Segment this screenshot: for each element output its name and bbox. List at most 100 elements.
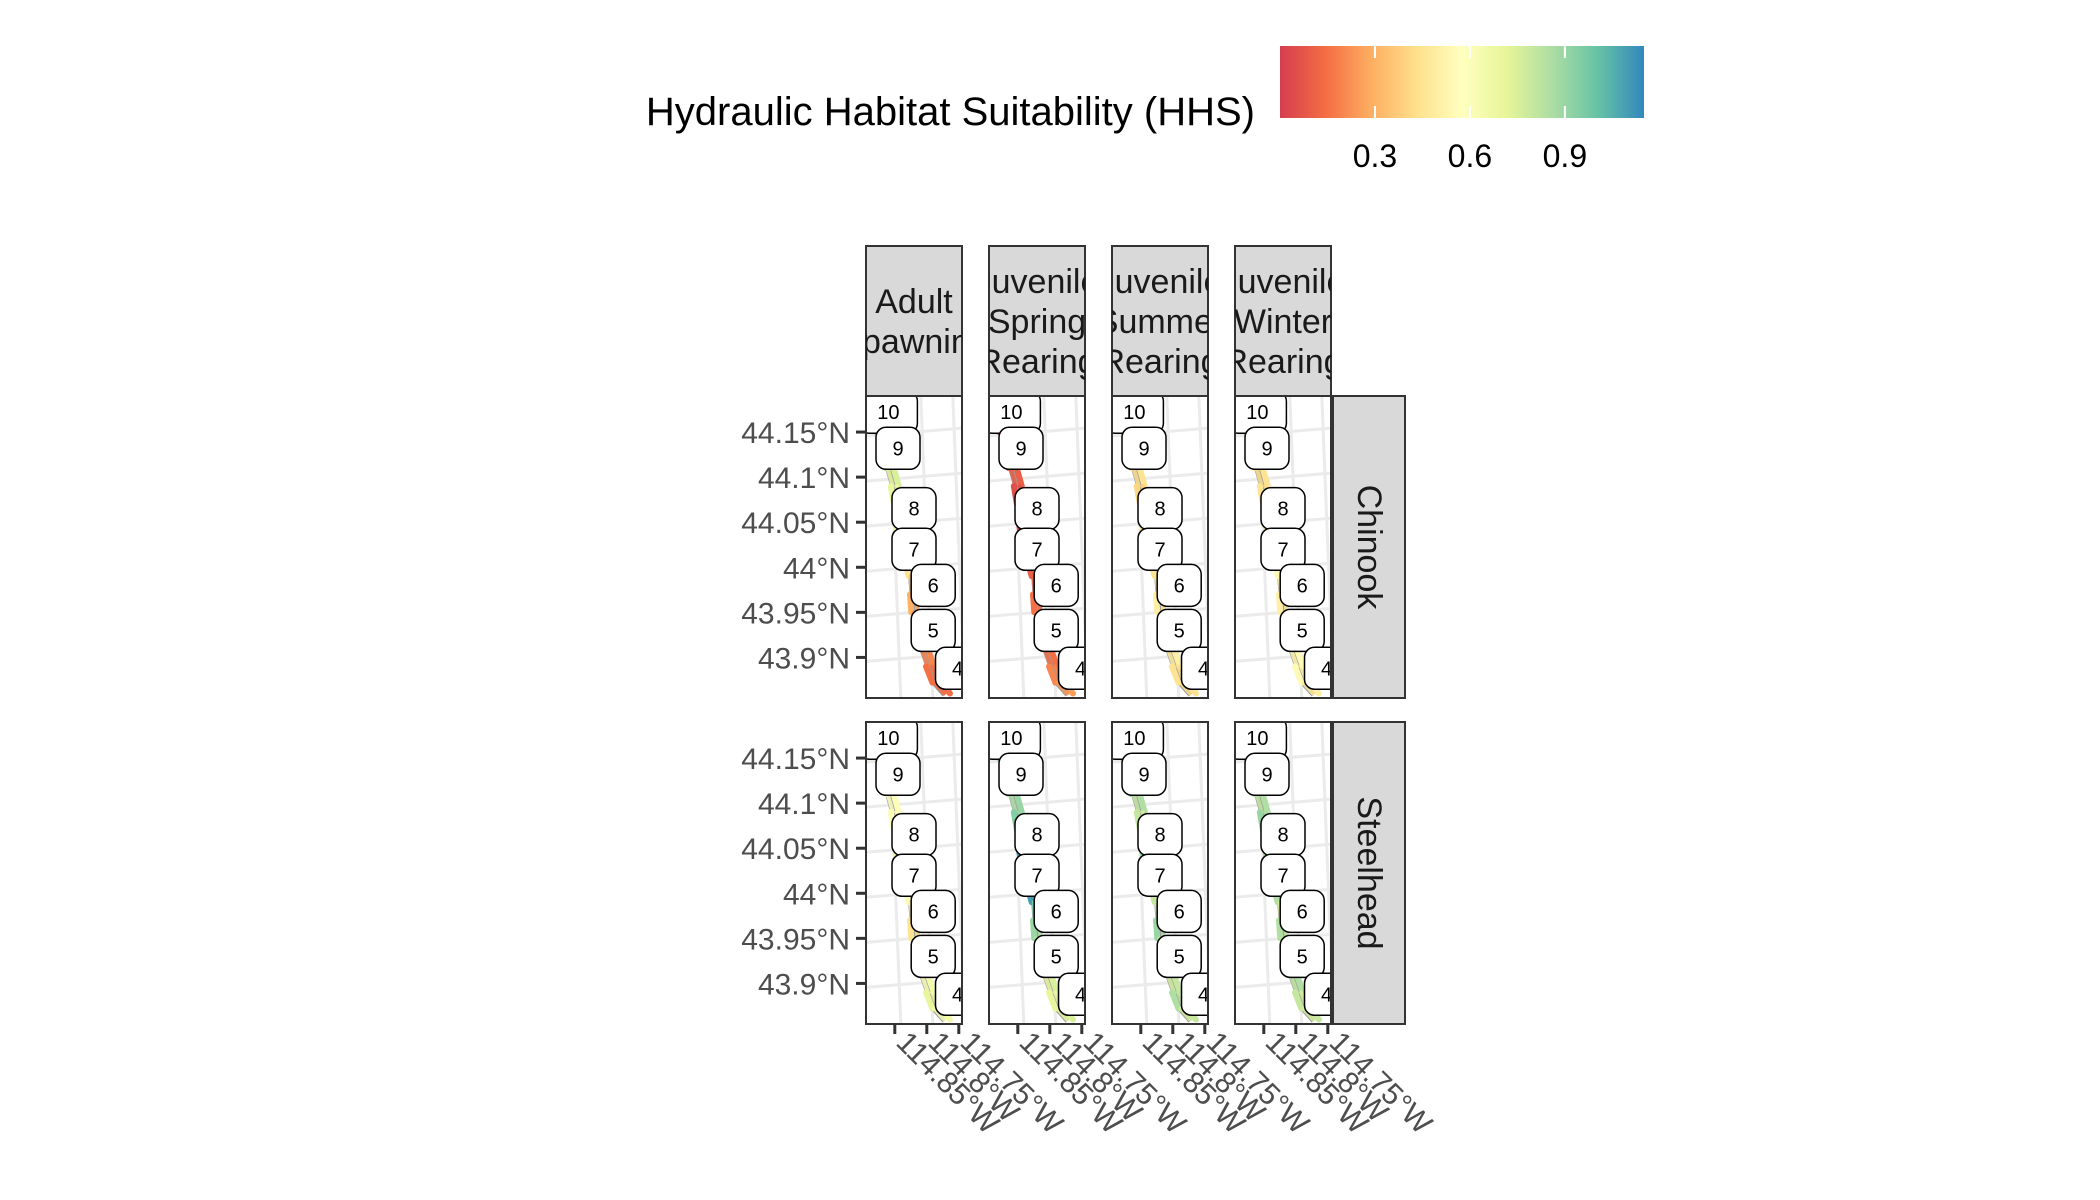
reach-label: 9 — [875, 752, 921, 797]
panel-border — [1111, 721, 1209, 1025]
reach-label-text: 10 — [877, 728, 899, 750]
river-segment — [1259, 465, 1271, 490]
y-tick-label: 44.15°N — [741, 417, 850, 450]
reach-label: 8 — [1014, 812, 1060, 857]
gridline-lat — [866, 471, 962, 483]
strip-label-line: Summer — [1096, 303, 1224, 341]
reach-label: 4 — [1303, 646, 1332, 690]
reach-label-box — [1033, 563, 1079, 608]
y-tick-label: 43.9°N — [758, 642, 850, 675]
reach-label-box — [1244, 426, 1290, 471]
reach-label: 5 — [1033, 608, 1079, 653]
reach-label: 7 — [1014, 853, 1060, 898]
reach-label-text: 8 — [908, 825, 919, 847]
legend-ticks: 0.3 0.6 0.9 — [1353, 46, 1587, 174]
reach-label-box — [910, 889, 956, 934]
y-tick-label: 43.95°N — [741, 923, 850, 956]
river-segment — [885, 792, 895, 815]
river-segment — [1008, 792, 1018, 815]
gridline-lon — [1074, 396, 1085, 666]
river-segment — [1292, 989, 1305, 1012]
reach-label-text: 4 — [1321, 658, 1332, 680]
reach-label-text: 10 — [1000, 402, 1022, 424]
gridline-lat — [989, 471, 1085, 483]
strip-background — [988, 245, 1086, 397]
reach-label-box — [998, 426, 1044, 471]
reach-label: 6 — [1033, 889, 1079, 934]
strip-label-line: Rearing — [1100, 343, 1219, 381]
strip-label: Steelhead — [1350, 796, 1388, 949]
legend-title: Hydraulic Habitat Suitability (HHS) — [646, 90, 1255, 134]
reach-label-box — [1244, 752, 1290, 797]
reach-label: 10 — [1112, 722, 1165, 760]
gridline-lon — [1197, 396, 1208, 666]
reach-label-text: 5 — [1051, 620, 1062, 642]
legend: Hydraulic Habitat Suitability (HHS) 0.3 0… — [646, 46, 1644, 174]
reach-label-text: 6 — [1297, 901, 1308, 923]
y-tick-label: 44°N — [783, 552, 850, 585]
river-segment — [907, 917, 915, 942]
reach-label-text: 6 — [1174, 901, 1185, 923]
river-segment — [1178, 1006, 1192, 1022]
reach-label-text: 8 — [1154, 499, 1165, 521]
river-segment — [1030, 591, 1038, 616]
y-tick-label: 44.1°N — [758, 788, 850, 821]
reach-label: 7 — [1260, 853, 1306, 898]
reach-label: 8 — [1260, 486, 1306, 531]
y-axes: 44.15°N 44.1°N 44.05°N 44°N 43.95°N 43.9°N 44.… — [741, 417, 866, 1001]
reach-label-text: 8 — [1031, 499, 1042, 521]
reach-label-text: 9 — [1015, 764, 1026, 786]
reach-label: 4 — [1057, 972, 1085, 1016]
reach-label: 10 — [866, 722, 919, 760]
gridline-lon — [951, 722, 962, 992]
reach-label: 10 — [1235, 722, 1288, 760]
strip-label-line: Winter — [1234, 303, 1332, 341]
y-tick-label: 44.15°N — [741, 743, 850, 776]
reach-label-box — [910, 608, 956, 653]
reach-label: 10 — [989, 722, 1042, 760]
facet-panels: 1098765410987654109876541098765410987654… — [865, 395, 1332, 1025]
reach-label-text: 5 — [1174, 946, 1185, 968]
reach-label-text: 4 — [1198, 984, 1209, 1006]
panel-border — [865, 721, 963, 1025]
row-strip-chinook: Chinook — [1332, 395, 1406, 699]
reach-label: 5 — [910, 934, 956, 979]
reach-label-box — [934, 972, 962, 1016]
reach-label-box — [1303, 646, 1331, 690]
strip-label: Chinook — [1350, 485, 1388, 611]
reach-label-box — [1279, 889, 1325, 934]
reach-label-text: 6 — [928, 575, 939, 597]
reach-label: 8 — [891, 486, 937, 531]
reach-label-box — [1180, 646, 1208, 690]
reach-label-text: 5 — [928, 946, 939, 968]
river-segment — [1153, 917, 1161, 942]
river-segment — [1136, 465, 1148, 490]
reach-label: 4 — [1180, 646, 1208, 690]
reach-label-box — [1033, 889, 1079, 934]
reach-label-text: 9 — [1138, 764, 1149, 786]
reach-label: 4 — [1303, 972, 1332, 1016]
reach-label-text: 8 — [1277, 499, 1288, 521]
river-segment — [1013, 465, 1025, 490]
y-tick-label: 43.95°N — [741, 597, 850, 630]
reach-label-text: 4 — [1321, 984, 1332, 1006]
strip-label-line: Rearing — [977, 343, 1096, 381]
river-segment — [1008, 466, 1018, 489]
reach-label: 6 — [1156, 889, 1202, 934]
river-segment — [923, 663, 936, 686]
reach-label-box — [1180, 972, 1208, 1016]
reach-label-text: 5 — [1297, 946, 1308, 968]
reach-label: 5 — [1279, 934, 1325, 979]
reach-label-text: 5 — [928, 620, 939, 642]
river-segment — [1301, 680, 1315, 696]
reach-label-box — [934, 646, 962, 690]
reach-label-text: 8 — [1277, 825, 1288, 847]
reach-label: 6 — [1279, 889, 1325, 934]
river-segment — [1169, 663, 1182, 686]
reach-label-text: 7 — [1031, 539, 1042, 561]
